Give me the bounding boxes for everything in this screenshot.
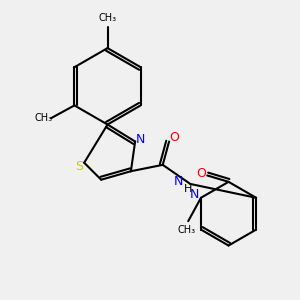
Text: O: O <box>169 131 179 144</box>
Text: CH₃: CH₃ <box>34 113 52 123</box>
Text: S: S <box>75 160 83 173</box>
Text: N: N <box>190 188 199 201</box>
Text: N: N <box>174 175 183 188</box>
Text: CH₃: CH₃ <box>98 14 117 23</box>
Text: CH₃: CH₃ <box>177 226 195 236</box>
Text: N: N <box>136 133 145 146</box>
Text: H: H <box>184 184 192 194</box>
Text: O: O <box>196 167 206 180</box>
